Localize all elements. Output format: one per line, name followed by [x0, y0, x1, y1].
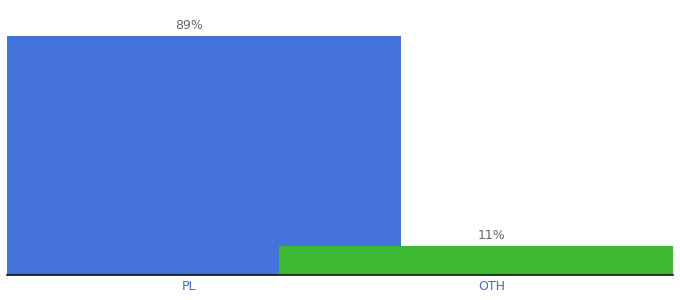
Text: 11%: 11% — [477, 229, 505, 242]
Bar — [0, 37, 401, 275]
Text: 89%: 89% — [175, 20, 203, 32]
Bar — [279, 246, 680, 275]
